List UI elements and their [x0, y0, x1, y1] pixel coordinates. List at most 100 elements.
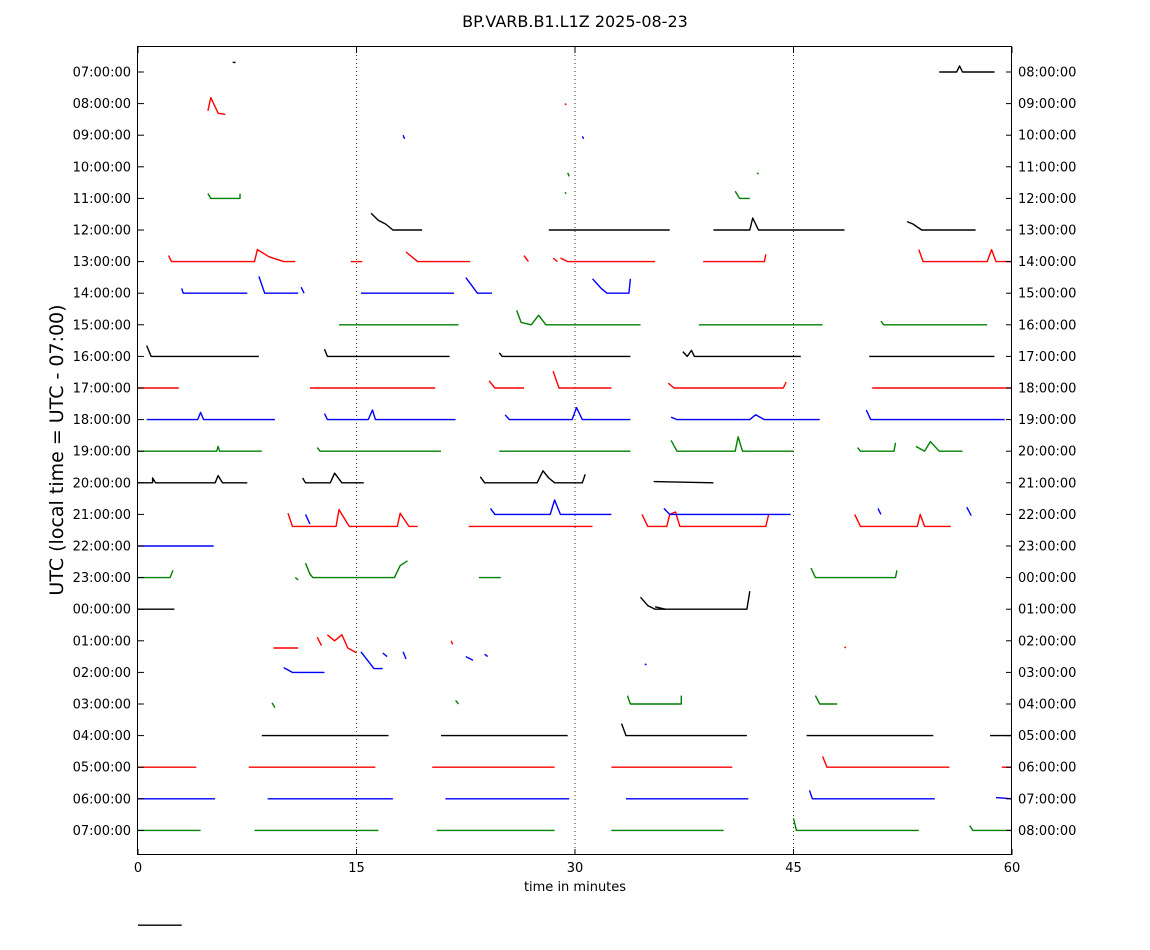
trace-row-26-seg-5 [969, 825, 1012, 832]
trace-row-18-seg-1 [639, 596, 666, 610]
trace-row-6-seg-0 [167, 248, 296, 263]
x-tick-label: 60 [1004, 861, 1021, 876]
trace-row-7-seg-0 [181, 288, 248, 294]
trace-row-26-seg-4 [792, 818, 919, 832]
trace-row-4-seg-1 [564, 191, 567, 195]
trace-row-15-seg-1 [489, 499, 612, 516]
trace-row-6-seg-7 [918, 248, 1012, 263]
trace-row-24-seg-4 [821, 756, 950, 768]
right-tick-label: 10:00:00 [1018, 129, 1076, 144]
trace-row-14-seg-3 [854, 513, 951, 528]
trace-row-7-seg-2 [300, 286, 305, 294]
trace-row-1-seg-1 [564, 103, 567, 106]
right-tick-label: 00:00:00 [1018, 571, 1076, 586]
trace-row-0-seg-1 [939, 65, 995, 73]
left-tick-label: 07:00:00 [73, 66, 131, 81]
left-tick-label: 16:00:00 [73, 350, 131, 365]
trace-row-22-seg-0 [455, 699, 460, 705]
trace-row-25-seg-4 [808, 790, 935, 800]
trace-row-10-seg-4 [667, 381, 787, 389]
left-tick-label: 23:00:00 [73, 571, 131, 586]
left-tick-label: 18:00:00 [73, 413, 131, 428]
right-tick-label: 13:00:00 [1018, 224, 1076, 239]
left-tick-label: 05:00:00 [73, 761, 131, 776]
trace-row-1-seg-0 [207, 96, 226, 116]
right-tick-label: 05:00:00 [1018, 729, 1076, 744]
trace-row-10-seg-2 [488, 380, 524, 389]
trace-row-6-seg-6 [703, 254, 767, 263]
trace-row-14-seg-2 [641, 511, 770, 528]
trace-row-6-seg-2 [405, 251, 471, 263]
trace-row-18-seg-2 [654, 591, 751, 610]
trace-row-12-seg-1 [316, 447, 441, 452]
trace-row-22-seg-3 [814, 695, 838, 705]
trace-row-6-seg-4 [552, 257, 558, 263]
y-axis-label: UTC (local time = UTC - 07:00) [46, 304, 68, 595]
trace-row-12-seg-0 [138, 445, 262, 452]
trace-row-8-seg-1 [516, 310, 641, 326]
right-tick-label: 02:00:00 [1018, 634, 1076, 649]
x-tick-label: 0 [134, 861, 142, 876]
right-tick-label: 23:00:00 [1018, 540, 1076, 555]
trace-row-12-seg-5 [915, 440, 963, 452]
left-tick-label: 12:00:00 [73, 224, 131, 239]
trace-row-19-seg-2 [326, 634, 357, 654]
left-tick-label: 21:00:00 [73, 508, 131, 523]
trace-row-20-seg-4 [484, 653, 489, 658]
x-axis-label: time in minutes [524, 880, 626, 895]
trace-row-22-seg-2 [626, 695, 682, 705]
trace-row-17-seg-4 [810, 567, 898, 579]
trace-row-23-seg-2 [620, 723, 747, 737]
right-y-axis: 08:00:00 09:00:00 10:00:00 11:00:00 12:00:00… [1006, 66, 1076, 839]
trace-row-13-seg-1 [302, 472, 364, 484]
trace-row-9-seg-3 [682, 349, 801, 358]
right-tick-label: 01:00:00 [1018, 603, 1076, 618]
left-tick-label: 20:00:00 [73, 476, 131, 491]
trace-row-20-seg-3 [465, 655, 474, 661]
right-tick-label: 14:00:00 [1018, 255, 1076, 270]
trace-row-19-seg-4 [844, 646, 847, 649]
trace-row-7-seg-5 [591, 278, 632, 294]
trace-row-6-seg-5 [560, 257, 656, 263]
left-tick-label: 00:00:00 [73, 603, 131, 618]
x-tick-label: 45 [785, 861, 802, 876]
trace-row-2-seg-0 [402, 134, 406, 140]
right-tick-label: 20:00:00 [1018, 445, 1076, 460]
trace-row-7-seg-1 [258, 276, 299, 294]
left-tick-label: 06:00:00 [73, 792, 131, 807]
left-tick-label: 02:00:00 [73, 666, 131, 681]
x-axis: 0 15 30 45 60 [134, 47, 1020, 876]
left-tick-label: 14:00:00 [73, 287, 131, 302]
trace-row-11-seg-4 [865, 409, 1005, 421]
trace-row-6-seg-3 [523, 255, 529, 263]
x-tick-label: 30 [567, 861, 584, 876]
right-tick-label: 11:00:00 [1018, 160, 1076, 175]
trace-row-11-seg-2 [504, 406, 631, 421]
right-tick-label: 06:00:00 [1018, 761, 1076, 776]
right-tick-label: 16:00:00 [1018, 318, 1076, 333]
trace-row-13-seg-3 [653, 480, 714, 484]
trace-row-3-seg-0 [567, 172, 570, 177]
trace-row-11-seg-3 [670, 414, 820, 421]
right-tick-label: 22:00:00 [1018, 508, 1076, 523]
left-y-axis: 07:00:00 08:00:00 09:00:00 10:00:00 11:00:00… [73, 66, 144, 839]
left-tick-label: 04:00:00 [73, 729, 131, 744]
trace-row-22-seg-1 [271, 702, 276, 708]
left-tick-label: 19:00:00 [73, 445, 131, 460]
left-tick-label: 13:00:00 [73, 255, 131, 270]
right-tick-label: 15:00:00 [1018, 287, 1076, 302]
trace-row-20-seg-0 [360, 651, 383, 670]
trace-row-15-seg-0 [304, 514, 311, 525]
trace-row-9-seg-0 [146, 345, 259, 358]
trace-row-9-seg-2 [498, 352, 631, 358]
right-tick-label: 07:00:00 [1018, 792, 1076, 807]
right-tick-label: 21:00:00 [1018, 476, 1076, 491]
trace-row-10-seg-3 [552, 370, 612, 389]
right-tick-label: 08:00:00 [1018, 824, 1076, 839]
right-tick-label: 04:00:00 [1018, 698, 1076, 713]
trace-row-11-seg-1 [323, 409, 456, 421]
trace-row-20-seg-1 [382, 652, 388, 658]
trace-row-12-seg-3 [670, 436, 794, 452]
trace-row-11-seg-0 [146, 411, 275, 421]
